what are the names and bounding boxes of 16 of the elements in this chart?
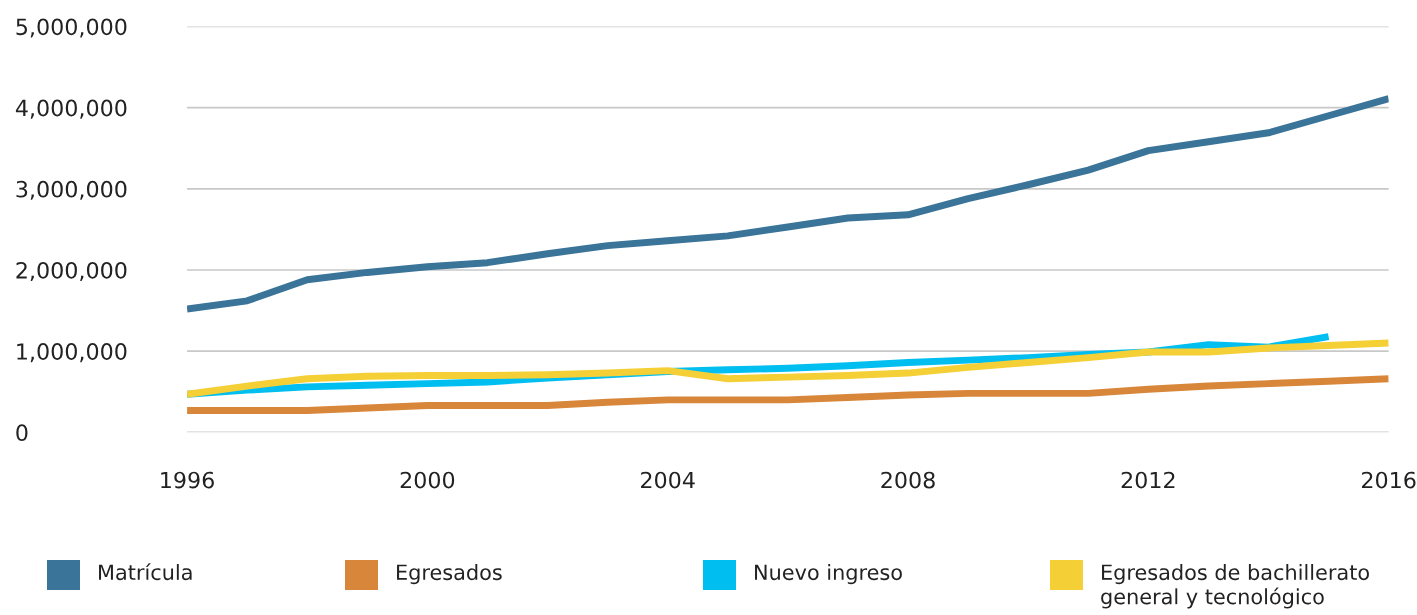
- y-tick-label: 4,000,000: [15, 99, 127, 119]
- legend-label: Matrícula: [99, 563, 192, 581]
- x-tick-label: 2004: [641, 471, 695, 489]
- y-tick-label: 0: [16, 424, 28, 442]
- y-tick-label: 2,000,000: [16, 261, 127, 282]
- x-tick-label: 2012: [1121, 471, 1175, 489]
- x-tick-label: 2000: [400, 471, 455, 489]
- legend-label: Egresados: [397, 564, 502, 585]
- legend-label: Egresados de bachillerato general y tecnológico: [1101, 564, 1369, 609]
- y-tick-label: 3,000,000: [16, 180, 127, 200]
- y-tick-label: 1,000,000: [17, 343, 127, 363]
- x-tick-label: 2008: [881, 471, 935, 489]
- x-tick-label: 1996: [161, 471, 214, 489]
- y-tick-label: 5,000,000: [16, 18, 127, 38]
- x-tick-label: 2016: [1362, 471, 1416, 489]
- legend-label: Nuevo ingreso: [755, 564, 902, 585]
